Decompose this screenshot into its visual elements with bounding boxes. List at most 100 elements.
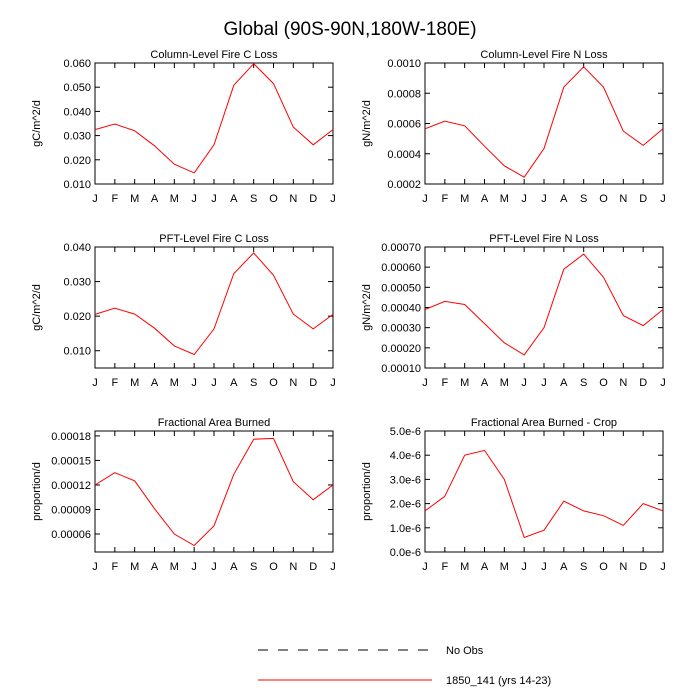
x-tick-label: F [441, 561, 448, 573]
x-tick-label: D [639, 561, 647, 573]
x-tick-label: J [521, 377, 527, 389]
x-tick-label: J [211, 377, 217, 389]
panel-title: Column-Level Fire C Loss [150, 49, 278, 61]
y-tick-label: 0.00030 [381, 323, 421, 335]
x-tick-label: A [481, 561, 489, 573]
x-tick-label: J [422, 377, 428, 389]
plot-frame [94, 430, 334, 553]
x-tick-label: A [481, 377, 489, 389]
series-line [424, 66, 664, 178]
x-tick-label: M [170, 193, 179, 205]
x-tick-label: O [269, 193, 278, 205]
y-tick-label: 0.00020 [381, 343, 421, 355]
x-tick-label: S [250, 377, 257, 389]
x-tick-label: S [250, 561, 257, 573]
x-tick-label: A [151, 193, 159, 205]
x-tick-label: J [191, 561, 197, 573]
x-tick-label: O [599, 193, 608, 205]
x-tick-label: S [580, 193, 587, 205]
y-tick-label: 0.050 [63, 82, 91, 94]
x-tick-label: O [599, 377, 608, 389]
x-tick-label: D [309, 193, 317, 205]
x-tick-label: M [130, 561, 139, 573]
y-tick-label: 0.010 [63, 346, 91, 358]
x-tick-label: J [660, 561, 666, 573]
panel-title: Fractional Area Burned - Crop [471, 417, 617, 429]
x-tick-label: N [619, 561, 627, 573]
x-tick-label: D [639, 377, 647, 389]
y-tick-label: 4.0e-6 [390, 450, 421, 462]
y-tick-label: 0.0008 [387, 88, 421, 100]
series-line [424, 253, 664, 356]
y-tick-label: 0.0004 [387, 149, 421, 161]
y-tick-label: 0.030 [63, 277, 91, 289]
plot-frame [424, 246, 664, 369]
y-tick-label: 0.00009 [51, 504, 91, 516]
y-tick-label: 0.00018 [51, 431, 91, 443]
x-tick-label: D [309, 377, 317, 389]
panel-title: Column-Level Fire N Loss [480, 49, 608, 61]
figure-title: Global (90S-90N,180W-180E) [223, 19, 476, 40]
y-tick-label: 0.00006 [51, 529, 91, 541]
y-tick-label: 0.0002 [387, 179, 421, 191]
x-tick-label: J [92, 193, 98, 205]
panel-title: Fractional Area Burned [158, 417, 271, 429]
x-tick-label: F [441, 193, 448, 205]
x-tick-label: J [211, 193, 217, 205]
plot-frame [424, 430, 664, 553]
x-tick-label: J [211, 561, 217, 573]
x-tick-label: M [130, 377, 139, 389]
x-tick-label: S [580, 561, 587, 573]
x-tick-label: J [330, 561, 336, 573]
x-tick-label: A [481, 193, 489, 205]
x-tick-label: J [541, 561, 547, 573]
x-tick-label: J [422, 193, 428, 205]
x-tick-label: S [250, 193, 257, 205]
x-tick-label: A [230, 377, 238, 389]
y-axis-label: proportion/d [361, 462, 373, 521]
x-tick-label: F [111, 377, 118, 389]
y-tick-label: 0.00015 [51, 455, 91, 467]
y-tick-label: 0.060 [63, 58, 91, 70]
x-tick-label: A [230, 193, 238, 205]
x-tick-label: N [289, 561, 297, 573]
y-axis-label: gN/m^2/d [361, 284, 373, 331]
legend-label-no-obs: No Obs [446, 645, 484, 657]
x-tick-label: J [330, 193, 336, 205]
x-tick-label: N [289, 377, 297, 389]
x-tick-label: J [521, 561, 527, 573]
plot-frame [94, 62, 334, 185]
y-axis-label: gC/m^2/d [31, 100, 43, 147]
x-tick-label: D [309, 561, 317, 573]
x-tick-label: M [500, 193, 509, 205]
x-tick-label: A [560, 377, 568, 389]
y-tick-label: 3.0e-6 [390, 474, 421, 486]
x-tick-label: A [151, 561, 159, 573]
y-tick-label: 0.00010 [381, 363, 421, 375]
panel-6: Fractional Area Burned - Crop proportion/… [361, 417, 666, 573]
x-tick-label: N [619, 193, 627, 205]
x-tick-label: M [170, 377, 179, 389]
x-tick-label: J [191, 377, 197, 389]
panel-title: PFT-Level Fire N Loss [489, 233, 599, 245]
y-tick-label: 5.0e-6 [390, 426, 421, 438]
panel-title: PFT-Level Fire C Loss [159, 233, 269, 245]
series-line [94, 62, 334, 174]
y-tick-label: 0.030 [63, 131, 91, 143]
legend: No Obs 1850_141 (yrs 14-23) [258, 645, 551, 687]
x-tick-label: J [541, 193, 547, 205]
x-tick-label: J [422, 561, 428, 573]
x-tick-label: M [460, 193, 469, 205]
series-line [424, 449, 664, 539]
x-tick-label: M [460, 561, 469, 573]
x-tick-label: J [521, 193, 527, 205]
x-tick-label: A [230, 561, 238, 573]
x-tick-label: M [130, 193, 139, 205]
y-tick-label: 0.00012 [51, 480, 91, 492]
x-tick-label: J [92, 561, 98, 573]
